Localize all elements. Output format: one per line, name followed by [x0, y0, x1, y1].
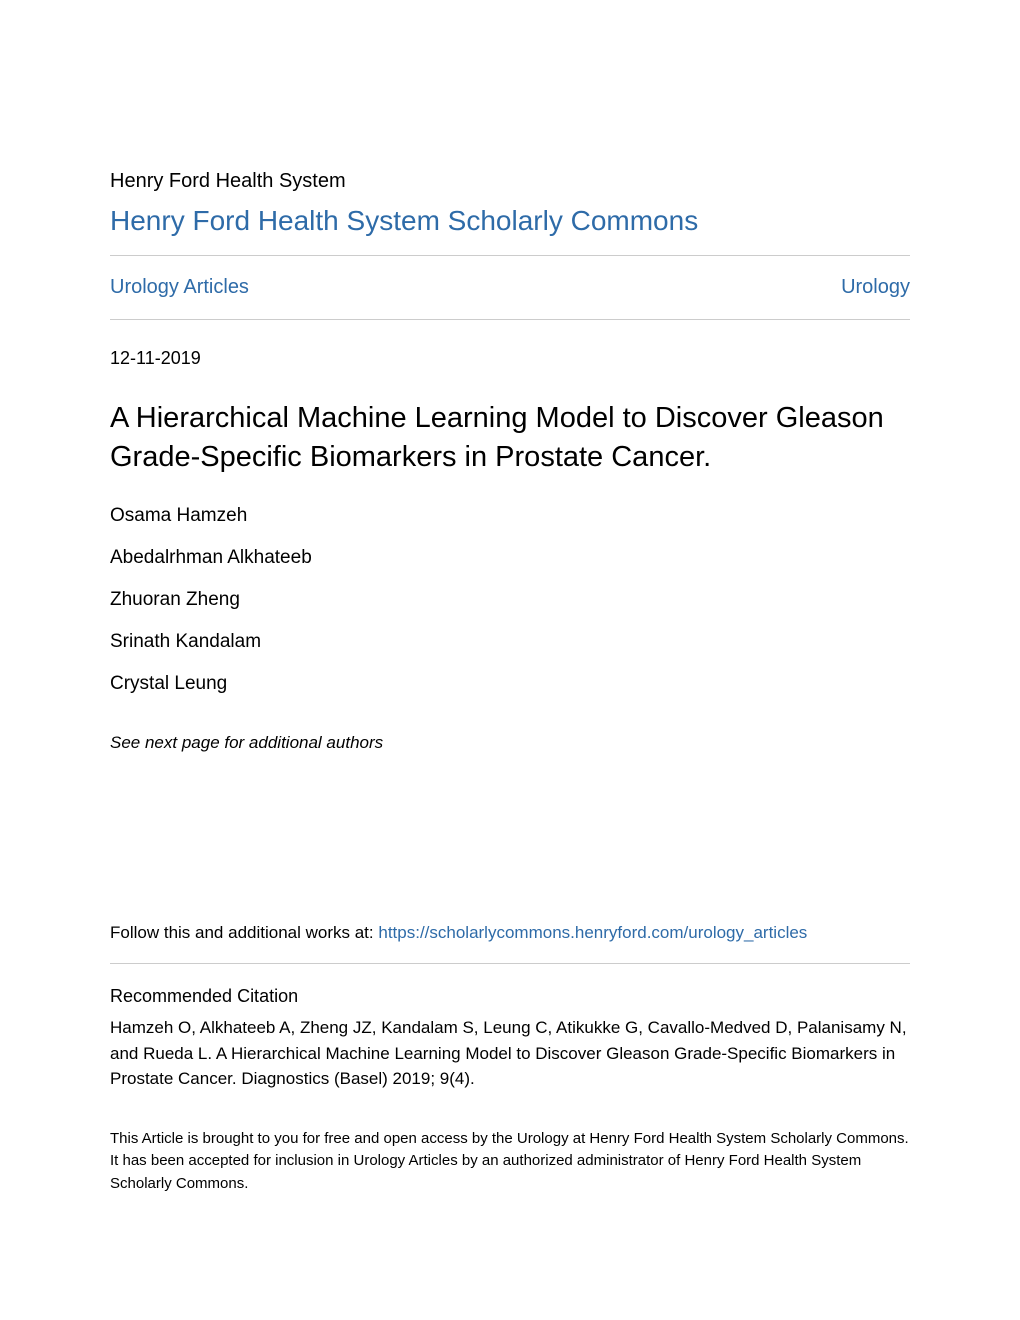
author-name: Abedalrhman Alkhateeb: [110, 547, 910, 569]
nav-collection-link[interactable]: Urology Articles: [110, 276, 249, 299]
breadcrumb-nav: Urology Articles Urology: [110, 256, 910, 319]
citation-text: Hamzeh O, Alkhateeb A, Zheng JZ, Kandala…: [110, 1015, 910, 1092]
citation-heading: Recommended Citation: [110, 986, 910, 1007]
article-title: A Hierarchical Machine Learning Model to…: [110, 399, 910, 477]
institution-name: Henry Ford Health System: [110, 170, 910, 193]
access-statement: This Article is brought to you for free …: [110, 1128, 910, 1196]
follow-works-text: Follow this and additional works at: htt…: [110, 923, 910, 943]
author-name: Osama Hamzeh: [110, 505, 910, 527]
author-name: Srinath Kandalam: [110, 631, 910, 653]
nav-divider: [110, 319, 910, 320]
author-name: Crystal Leung: [110, 673, 910, 695]
follow-divider: [110, 963, 910, 964]
author-name: Zhuoran Zheng: [110, 589, 910, 611]
content-spacer: [110, 753, 910, 923]
additional-authors-note: See next page for additional authors: [110, 733, 910, 753]
nav-department-link[interactable]: Urology: [841, 276, 910, 299]
publication-date: 12-11-2019: [110, 348, 910, 369]
follow-url-link[interactable]: https://scholarlycommons.henryford.com/u…: [378, 923, 807, 942]
repository-title-link[interactable]: Henry Ford Health System Scholarly Commo…: [110, 205, 910, 237]
follow-prefix: Follow this and additional works at:: [110, 923, 378, 942]
